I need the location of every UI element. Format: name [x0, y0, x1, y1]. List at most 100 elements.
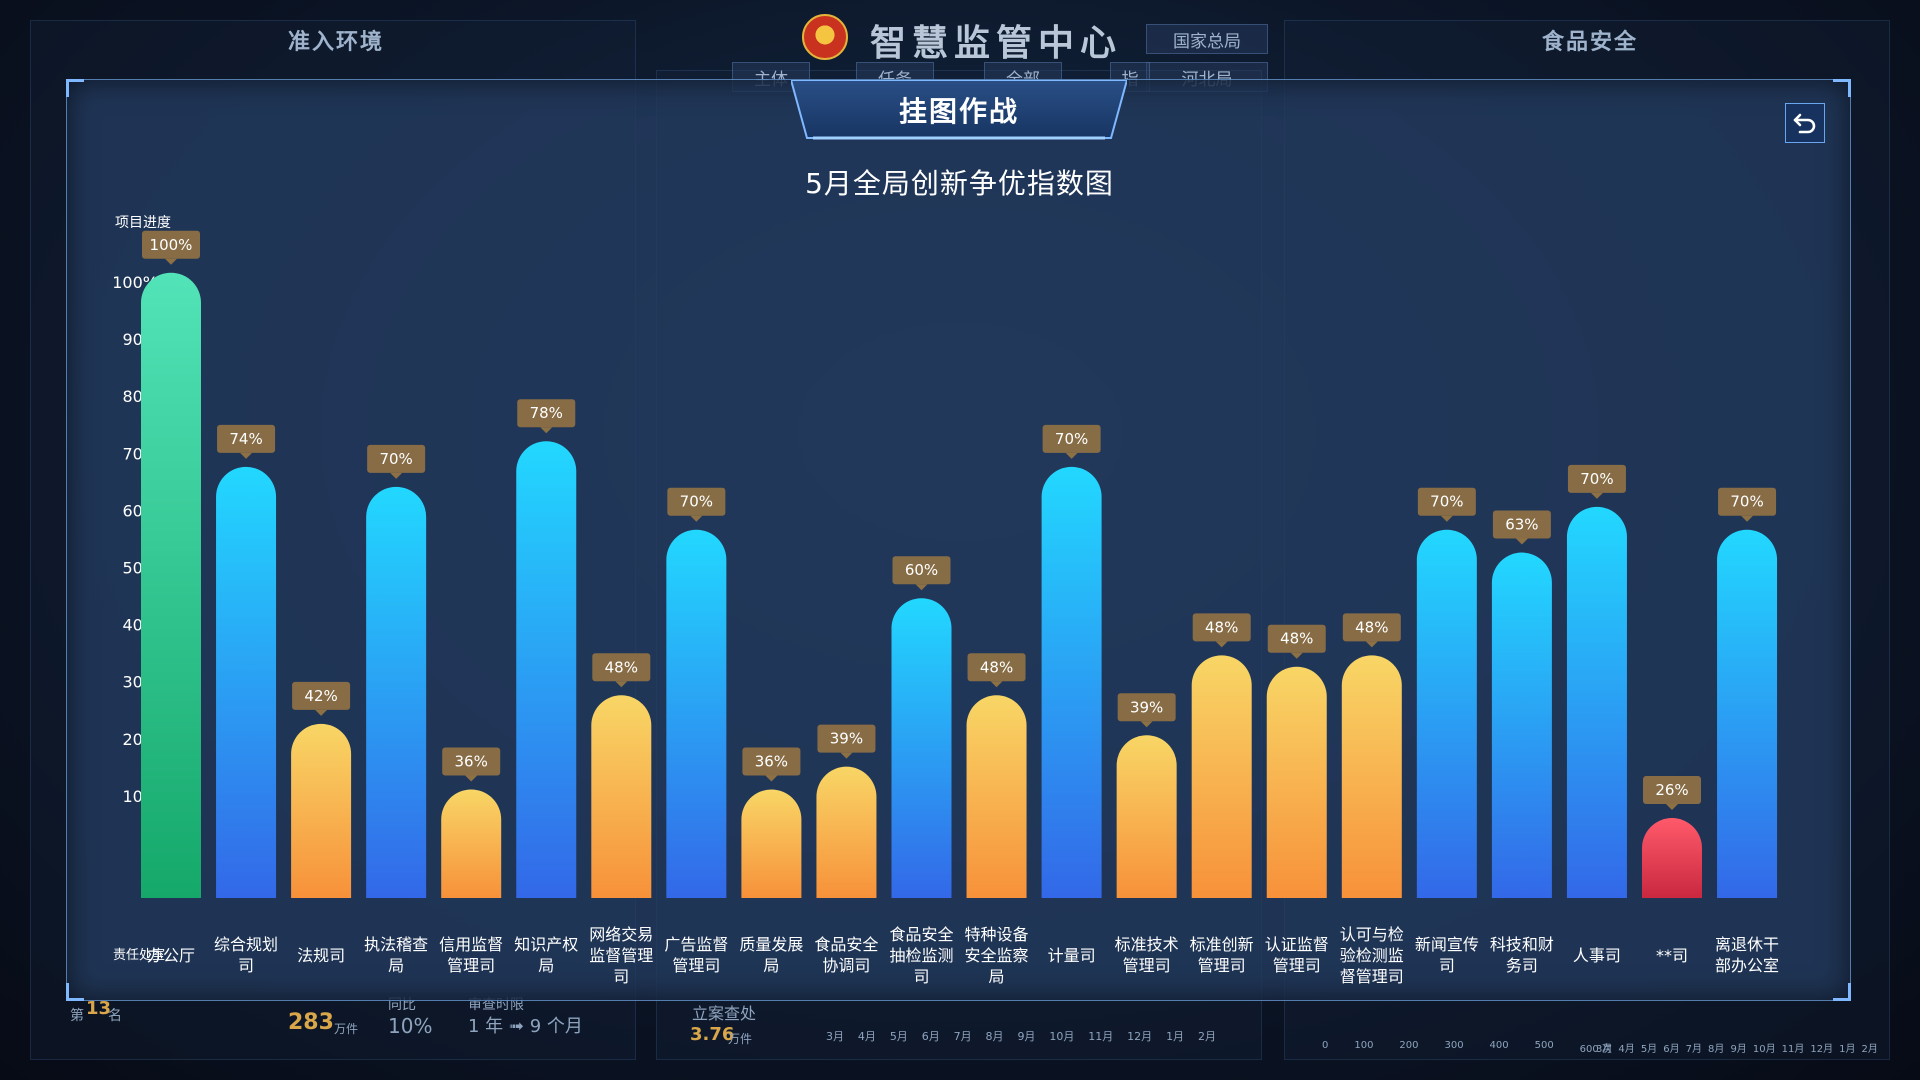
- category-label: **司: [1639, 920, 1705, 990]
- bar: [1642, 818, 1702, 898]
- category-label-line: 人事司: [1573, 945, 1621, 966]
- data-label-pointer: [1141, 721, 1153, 727]
- data-label: 70%: [1055, 430, 1088, 448]
- data-label: 63%: [1505, 516, 1538, 534]
- bg-right-month-1: 4月: [1618, 1040, 1634, 1055]
- bar: [741, 790, 801, 898]
- bg-right-month-10: 1月: [1839, 1040, 1855, 1055]
- data-label: 42%: [304, 687, 337, 705]
- bg-right-month-0: 3月: [1596, 1040, 1612, 1055]
- category-label: 质量发展局: [738, 920, 804, 990]
- category-label-line: 广告监督: [664, 934, 728, 955]
- bar: [141, 273, 201, 898]
- category-label-line: 认证监督: [1265, 934, 1329, 955]
- bar: [1267, 667, 1327, 898]
- category-label-line: 综合规划: [214, 934, 278, 955]
- category-label: 办公厅: [138, 920, 204, 990]
- category-label-line: 标准技术: [1115, 934, 1179, 955]
- category-label-line: 食品安全: [889, 924, 953, 945]
- bar: [291, 724, 351, 898]
- category-label: 信用监督 管理司: [438, 920, 504, 990]
- category-label: 人事司: [1564, 920, 1630, 990]
- category-label: 法规司: [288, 920, 354, 990]
- data-label-pointer: [840, 753, 852, 759]
- data-label-pointer: [540, 427, 552, 433]
- category-label-line: 司: [889, 966, 953, 987]
- category-label-line: 离退休干: [1715, 934, 1779, 955]
- bar: [1492, 553, 1552, 898]
- data-label-pointer: [165, 259, 177, 265]
- bar: [1567, 507, 1627, 898]
- data-label-pointer: [1366, 641, 1378, 647]
- category-label-line: 信用监督: [439, 934, 503, 955]
- data-label: 74%: [229, 430, 262, 448]
- bg-right-month-5: 8月: [1708, 1040, 1724, 1055]
- bar: [216, 467, 276, 898]
- category-label-line: 司: [589, 966, 653, 987]
- bg-region-button-national[interactable]: 国家总局: [1146, 24, 1268, 54]
- data-label: 60%: [905, 561, 938, 579]
- data-label: 48%: [1355, 618, 1388, 636]
- category-label: 特种设备 安全监察局: [964, 920, 1030, 990]
- data-label-pointer: [991, 681, 1003, 687]
- data-label-pointer: [1216, 641, 1228, 647]
- category-label: 广告监督 管理司: [663, 920, 729, 990]
- data-label-pointer: [1741, 516, 1753, 522]
- bg-amount-value: 283: [288, 1010, 334, 1035]
- category-label-line: 管理司: [1265, 955, 1329, 976]
- battle-map-modal: 挂图作战 5月全局创新争优指数图 项目进度 责任处室 010%20%30%40%…: [66, 79, 1851, 1001]
- bar-chart: 010%20%30%40%50%60%70%80%90%100%100%74%4…: [67, 80, 1852, 1002]
- data-label: 48%: [1280, 630, 1313, 648]
- data-label: 39%: [830, 730, 863, 748]
- category-label-line: 法规司: [297, 945, 345, 966]
- category-label-line: 部办公室: [1715, 955, 1779, 976]
- data-label: 48%: [980, 658, 1013, 676]
- category-label-line: 认可与检: [1340, 924, 1404, 945]
- category-label-line: 管理司: [1190, 955, 1254, 976]
- bg-right-month-3: 6月: [1663, 1040, 1679, 1055]
- category-label-line: 食品安全: [814, 934, 878, 955]
- category-label-line: 协调司: [814, 955, 878, 976]
- category-label: 标准技术 管理司: [1114, 920, 1180, 990]
- data-label-pointer: [1066, 453, 1078, 459]
- bg-right-axis-tick-3: 300: [1444, 1040, 1463, 1055]
- data-label-pointer: [390, 473, 402, 479]
- category-label: 执法稽查局: [363, 920, 429, 990]
- data-label: 70%: [1730, 493, 1763, 511]
- bg-mid-month-9: 12月: [1127, 1028, 1152, 1044]
- bg-mid-month-6: 9月: [1017, 1028, 1035, 1044]
- bg-mid-month-0: 3月: [826, 1028, 844, 1044]
- category-label-line: 网络交易: [589, 924, 653, 945]
- bg-right-month-axis: 3月 4月 5月 6月 7月 8月 9月 10月 11月 12月 1月 2月: [1596, 1040, 1878, 1055]
- category-label-line: 科技和财: [1490, 934, 1554, 955]
- bg-right-axis-tick-0: 0: [1322, 1040, 1328, 1055]
- category-label-line: 局: [364, 955, 428, 976]
- bar: [1717, 530, 1777, 898]
- bg-rank-prefix: 第: [70, 1005, 84, 1025]
- bg-right-month-4: 7月: [1686, 1040, 1702, 1055]
- data-label: 36%: [455, 753, 488, 771]
- category-label-line: 监督管理: [589, 945, 653, 966]
- bar: [1117, 735, 1177, 898]
- bg-mid-month-7: 10月: [1049, 1028, 1074, 1044]
- category-label-line: 标准创新: [1190, 934, 1254, 955]
- bg-right-month-11: 2月: [1862, 1040, 1878, 1055]
- bar: [967, 695, 1027, 898]
- data-label: 70%: [1580, 470, 1613, 488]
- category-label: 食品安全 协调司: [813, 920, 879, 990]
- bg-mid-month-8: 11月: [1088, 1028, 1113, 1044]
- bar: [591, 695, 651, 898]
- bg-right-panel-title: 食品安全: [1542, 24, 1638, 56]
- bg-main-title: 智慧监管中心: [870, 14, 1122, 66]
- bg-ratio-value: 10%: [388, 1014, 432, 1038]
- bg-right-month-9: 12月: [1810, 1040, 1833, 1055]
- category-label-line: 安全监察: [965, 945, 1029, 966]
- bg-right-month-6: 9月: [1730, 1040, 1746, 1055]
- bg-mid-month-1: 4月: [858, 1028, 876, 1044]
- bg-mid-month-5: 8月: [986, 1028, 1004, 1044]
- bg-mid-month-4: 7月: [954, 1028, 972, 1044]
- data-label-pointer: [765, 776, 777, 782]
- data-label: 78%: [530, 404, 563, 422]
- data-label: 100%: [150, 236, 193, 254]
- bg-rank-suffix: 名: [108, 1005, 122, 1025]
